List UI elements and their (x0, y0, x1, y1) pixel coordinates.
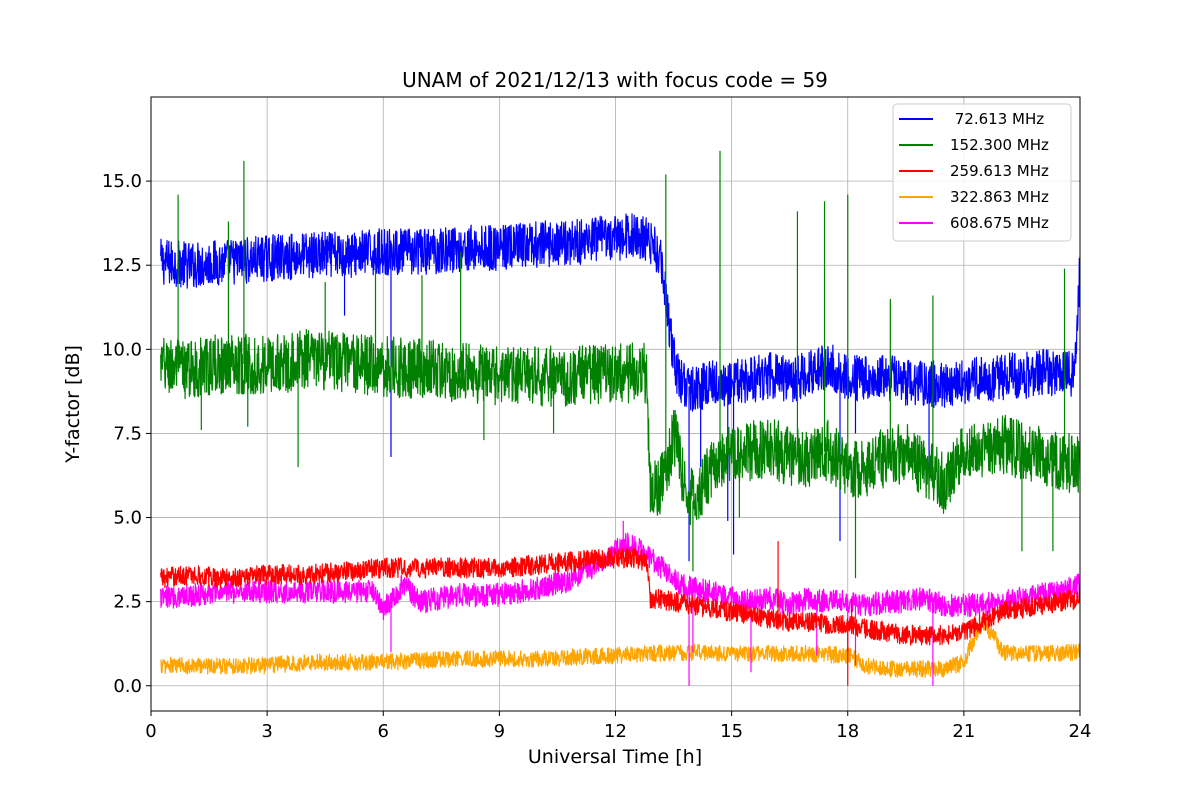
legend-label: 322.863 MHz (950, 188, 1049, 206)
legend-label: 72.613 MHz (950, 110, 1044, 128)
x-tick-label: 15 (720, 721, 743, 742)
series-line-1 (160, 150, 1080, 579)
y-tick-label: 7.5 (113, 423, 142, 444)
x-tick-label: 24 (1069, 721, 1092, 742)
legend-label: 152.300 MHz (950, 136, 1049, 154)
y-tick-label: 15.0 (102, 171, 142, 192)
legend: 72.613 MHz 152.300 MHz 259.613 MHz 322.863 … (892, 103, 1072, 242)
plot-area (160, 150, 1080, 686)
series-line-3 (160, 615, 1080, 678)
x-tick-label: 3 (261, 721, 272, 742)
x-tick-label: 12 (604, 721, 627, 742)
y-axis: 0.0 2.5 5.0 7.5 10.0 12.5 15.0 (102, 171, 151, 697)
x-tick-label: 18 (836, 721, 859, 742)
x-tick-label: 0 (145, 721, 156, 742)
y-tick-label: 12.5 (102, 255, 142, 276)
x-axis-title: Universal Time [h] (528, 746, 702, 768)
legend-label: 608.675 MHz (950, 214, 1049, 232)
y-tick-label: 0.0 (113, 676, 142, 697)
legend-label: 259.613 MHz (950, 162, 1049, 180)
series-line-2 (160, 541, 1080, 686)
x-tick-label: 9 (494, 721, 505, 742)
x-tick-label: 21 (952, 721, 975, 742)
y-tick-label: 5.0 (113, 508, 142, 529)
y-axis-title: Y-factor [dB] (62, 345, 84, 464)
x-axis: 0 3 6 9 12 15 18 21 24 (145, 711, 1091, 742)
y-tick-label: 2.5 (113, 592, 142, 613)
chart-title: UNAM of 2021/12/13 with focus code = 59 (402, 68, 828, 92)
x-tick-label: 6 (378, 721, 389, 742)
y-tick-label: 10.0 (102, 339, 142, 360)
legend-box (892, 103, 1072, 242)
